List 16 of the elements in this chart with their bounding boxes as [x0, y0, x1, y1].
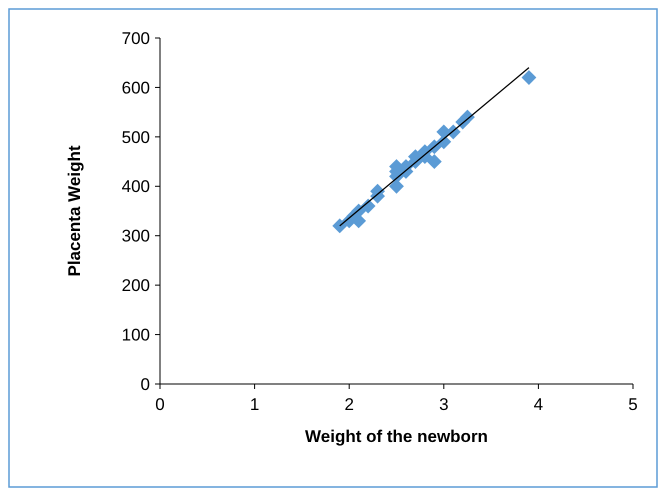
- x-tick-label: 2: [344, 395, 354, 414]
- y-tick-label: 400: [122, 177, 150, 196]
- y-tick-label: 0: [140, 374, 150, 394]
- y-tick-label: 100: [122, 326, 150, 345]
- y-axis-title: Placenta Weight: [65, 145, 84, 276]
- x-tick-label: 0: [155, 395, 165, 414]
- y-tick-label: 700: [122, 28, 150, 48]
- x-axis-title: Weight of the newborn: [305, 427, 488, 446]
- x-tick-label: 4: [534, 395, 544, 414]
- y-tick-label: 600: [122, 78, 150, 98]
- x-tick-label: 5: [628, 395, 638, 414]
- x-tick-label: 1: [250, 395, 260, 414]
- y-tick-label: 500: [122, 128, 150, 147]
- y-tick-label: 200: [122, 276, 150, 296]
- y-tick-label: 300: [122, 226, 150, 246]
- x-tick-label: 3: [439, 395, 449, 414]
